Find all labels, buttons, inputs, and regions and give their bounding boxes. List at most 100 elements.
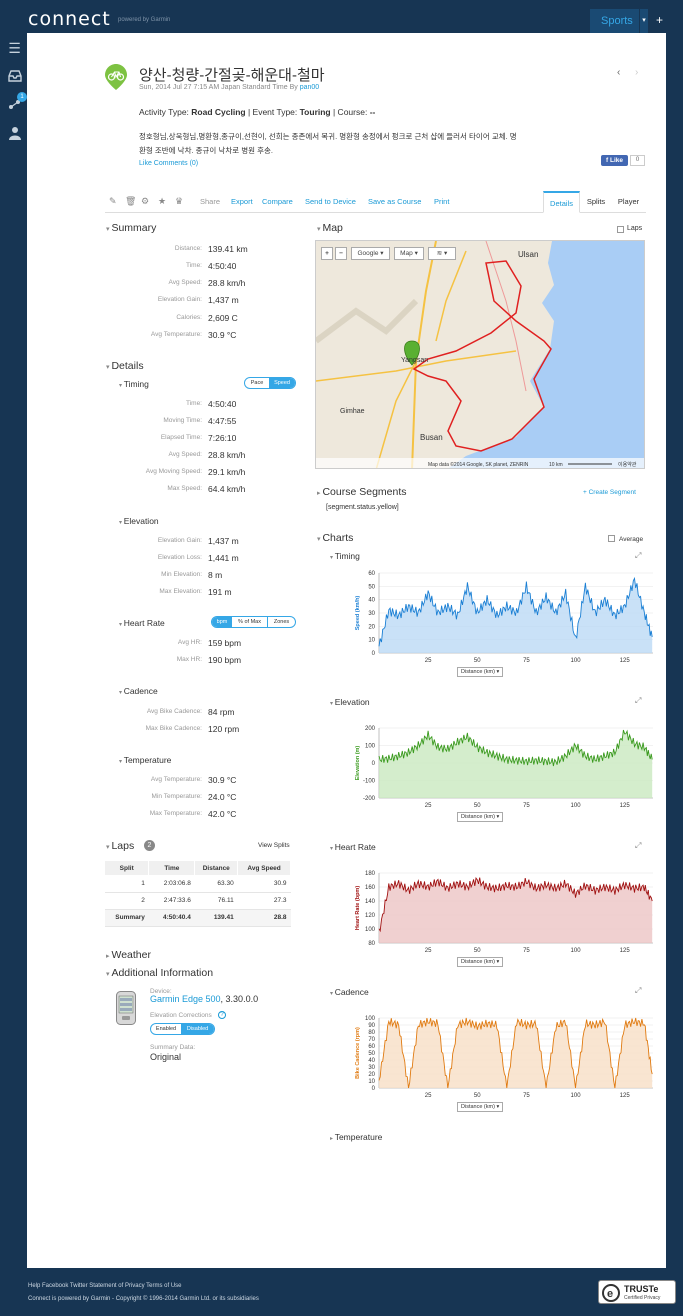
column-header[interactable]: Avg Speed bbox=[237, 861, 291, 875]
tab-details[interactable]: Details bbox=[543, 191, 580, 213]
view-splits-link[interactable]: View Splits bbox=[258, 842, 290, 849]
summary-label: Distance: bbox=[174, 245, 202, 252]
pace-option[interactable]: Pace bbox=[250, 380, 264, 386]
compare-link[interactable]: Compare bbox=[262, 197, 293, 206]
activity-type-value[interactable]: Road Cycling bbox=[191, 107, 246, 117]
additional-info-heading[interactable]: Additional Information bbox=[106, 967, 213, 979]
timing-xaxis-select[interactable]: Distance (km) ▾ bbox=[457, 667, 504, 677]
map-heading[interactable]: Map bbox=[317, 222, 342, 234]
bpm-option[interactable]: bpm bbox=[212, 617, 232, 627]
google-layer-select[interactable]: Google ▾ bbox=[351, 247, 390, 260]
elevation-chart[interactable]: -200 -100 0 100 200 25 50 75 100 125 Elevation (m) bbox=[327, 723, 657, 808]
export-link[interactable]: Export bbox=[231, 197, 253, 206]
disabled-option[interactable]: Disabled bbox=[181, 1024, 214, 1034]
trophy-icon[interactable]: ♛ bbox=[175, 196, 184, 206]
previous-activity-arrow[interactable]: ‹ bbox=[617, 67, 621, 78]
elevation-chart-heading[interactable]: Elevation bbox=[330, 697, 370, 707]
zoom-out-button[interactable]: − bbox=[335, 247, 347, 260]
map-type-select[interactable]: Map ▾ bbox=[394, 247, 424, 260]
average-checkbox[interactable] bbox=[608, 535, 615, 542]
activity-user-link[interactable]: pan00 bbox=[299, 84, 320, 91]
table-row[interactable]: 1 2:03:06.8 63.30 30.9 bbox=[105, 875, 291, 893]
truste-badge[interactable]: e TRUSTe Certified Privacy bbox=[598, 1280, 676, 1304]
timing-chart-heading[interactable]: Timing bbox=[330, 551, 360, 561]
speed-chart[interactable]: 0 10 20 30 40 50 60 25 50 75 100 125 Speed (km/h) bbox=[327, 568, 657, 663]
event-type-value[interactable]: Touring bbox=[299, 107, 331, 117]
lap-cell: 2:03:06.8 bbox=[148, 875, 195, 893]
activity-description[interactable]: 정호형님,상욱형님,명환형,종규이,선현이, 선희는 종존에서 복귀. 명환형 … bbox=[139, 132, 517, 155]
save-as-course-link[interactable]: Save as Course bbox=[368, 197, 422, 206]
elevation-heading[interactable]: Elevation bbox=[119, 516, 159, 526]
connect-logo[interactable]: connect bbox=[28, 8, 111, 30]
pace-speed-toggle[interactable]: Pace Speed bbox=[244, 377, 296, 389]
gear-change-icon[interactable]: ⚙ bbox=[141, 196, 150, 206]
tab-player[interactable]: Player bbox=[617, 197, 640, 206]
device-link[interactable]: Garmin Edge 500 bbox=[150, 994, 221, 1004]
expand-timing-chart-icon[interactable]: ⤢ bbox=[635, 551, 642, 560]
cadence-heading[interactable]: Cadence bbox=[119, 686, 158, 696]
y-tick-label: 10 bbox=[368, 1079, 375, 1085]
column-header[interactable]: Split bbox=[105, 861, 150, 875]
zones-option[interactable]: Zones bbox=[273, 619, 290, 625]
inbox-icon[interactable] bbox=[7, 70, 22, 85]
laps-heading[interactable]: Laps bbox=[106, 840, 134, 852]
send-to-device-link[interactable]: Send to Device bbox=[305, 197, 356, 206]
y-tick-label: 0 bbox=[372, 651, 376, 657]
heart-rate-xaxis-select[interactable]: Distance (km) ▾ bbox=[457, 957, 504, 967]
sports-dropdown-toggle[interactable]: ▾ bbox=[640, 9, 648, 33]
elevation-corrections-toggle[interactable]: Enabled Disabled bbox=[150, 1023, 215, 1035]
next-activity-arrow[interactable]: › bbox=[635, 67, 639, 78]
add-button[interactable]: + bbox=[656, 13, 664, 27]
help-icon[interactable]: ? bbox=[218, 1011, 226, 1019]
facebook-like-button[interactable]: f Like bbox=[601, 155, 628, 166]
laps-checkbox[interactable] bbox=[617, 226, 624, 233]
y-tick-label: 20 bbox=[368, 1072, 375, 1078]
timing-label: Avg Moving Speed: bbox=[145, 468, 202, 475]
like-comments-link[interactable]: Like Comments (0) bbox=[139, 160, 199, 167]
weather-heading[interactable]: Weather bbox=[106, 949, 151, 961]
edit-icon[interactable]: ✎ bbox=[109, 196, 117, 206]
enabled-option[interactable]: Enabled bbox=[155, 1026, 177, 1032]
heart-rate-heading[interactable]: Heart Rate bbox=[119, 618, 165, 628]
x-tick-label: 100 bbox=[571, 658, 582, 663]
delete-icon[interactable]: 🗑 bbox=[125, 196, 137, 206]
heart-rate-chart[interactable]: 80 100 120 140 160 180 25 50 75 100 125 Heart Rate … bbox=[327, 868, 657, 953]
temperature-heading[interactable]: Temperature bbox=[119, 755, 172, 765]
column-header[interactable]: Time bbox=[148, 861, 196, 875]
course-value[interactable]: -- bbox=[369, 107, 376, 117]
activity-title[interactable]: 양산-청량-간절곶-해운대-철마 bbox=[139, 67, 325, 84]
expand-elevation-chart-icon[interactable]: ⤢ bbox=[635, 696, 642, 705]
share-link[interactable]: Share bbox=[200, 197, 221, 206]
map-terms-link[interactable]: 이용약관 bbox=[618, 461, 637, 468]
table-row[interactable]: 2 2:47:33.6 76.11 27.3 bbox=[105, 892, 291, 910]
summary-heading[interactable]: Summary bbox=[106, 222, 156, 234]
sports-button[interactable]: Sports bbox=[590, 9, 639, 33]
print-link[interactable]: Print bbox=[434, 197, 450, 206]
profile-icon[interactable] bbox=[7, 126, 22, 143]
elevation-xaxis-select[interactable]: Distance (km) ▾ bbox=[457, 812, 504, 822]
hr-unit-toggle[interactable]: bpm % of Max Zones bbox=[211, 616, 296, 628]
lap-cell: 4:50:40.4 bbox=[148, 909, 195, 927]
tab-splits[interactable]: Splits bbox=[586, 197, 606, 206]
timing-heading[interactable]: Timing bbox=[119, 379, 149, 389]
column-header[interactable]: Distance bbox=[194, 861, 239, 875]
cadence-xaxis-select[interactable]: Distance (km) ▾ bbox=[457, 1102, 504, 1112]
percent-max-option[interactable]: % of Max bbox=[232, 617, 268, 627]
expand-cadence-chart-icon[interactable]: ⤢ bbox=[635, 986, 642, 995]
menu-icon[interactable]: ☰ bbox=[8, 40, 21, 56]
route-map[interactable]: Yangsan Ulsan Gimhae Busan Map data ©201… bbox=[315, 240, 645, 469]
layers-select[interactable]: ≋ ▾ bbox=[428, 247, 456, 260]
cadence-chart-heading[interactable]: Cadence bbox=[330, 987, 369, 997]
favorite-star-icon[interactable]: ★ bbox=[158, 196, 167, 206]
expand-heart-rate-chart-icon[interactable]: ⤢ bbox=[635, 841, 642, 850]
speed-option[interactable]: Speed bbox=[269, 378, 295, 388]
details-heading[interactable]: Details bbox=[106, 360, 143, 372]
temperature-chart-heading[interactable]: Temperature bbox=[330, 1132, 383, 1142]
zoom-in-button[interactable]: + bbox=[321, 247, 333, 260]
footer-links[interactable]: Help Facebook Twitter Statement of Priva… bbox=[28, 1283, 182, 1289]
charts-heading[interactable]: Charts bbox=[317, 532, 353, 544]
course-segments-heading[interactable]: Course Segments bbox=[317, 486, 406, 498]
create-segment-link[interactable]: + Create Segment bbox=[583, 489, 636, 496]
heart-rate-chart-heading[interactable]: Heart Rate bbox=[330, 842, 376, 852]
